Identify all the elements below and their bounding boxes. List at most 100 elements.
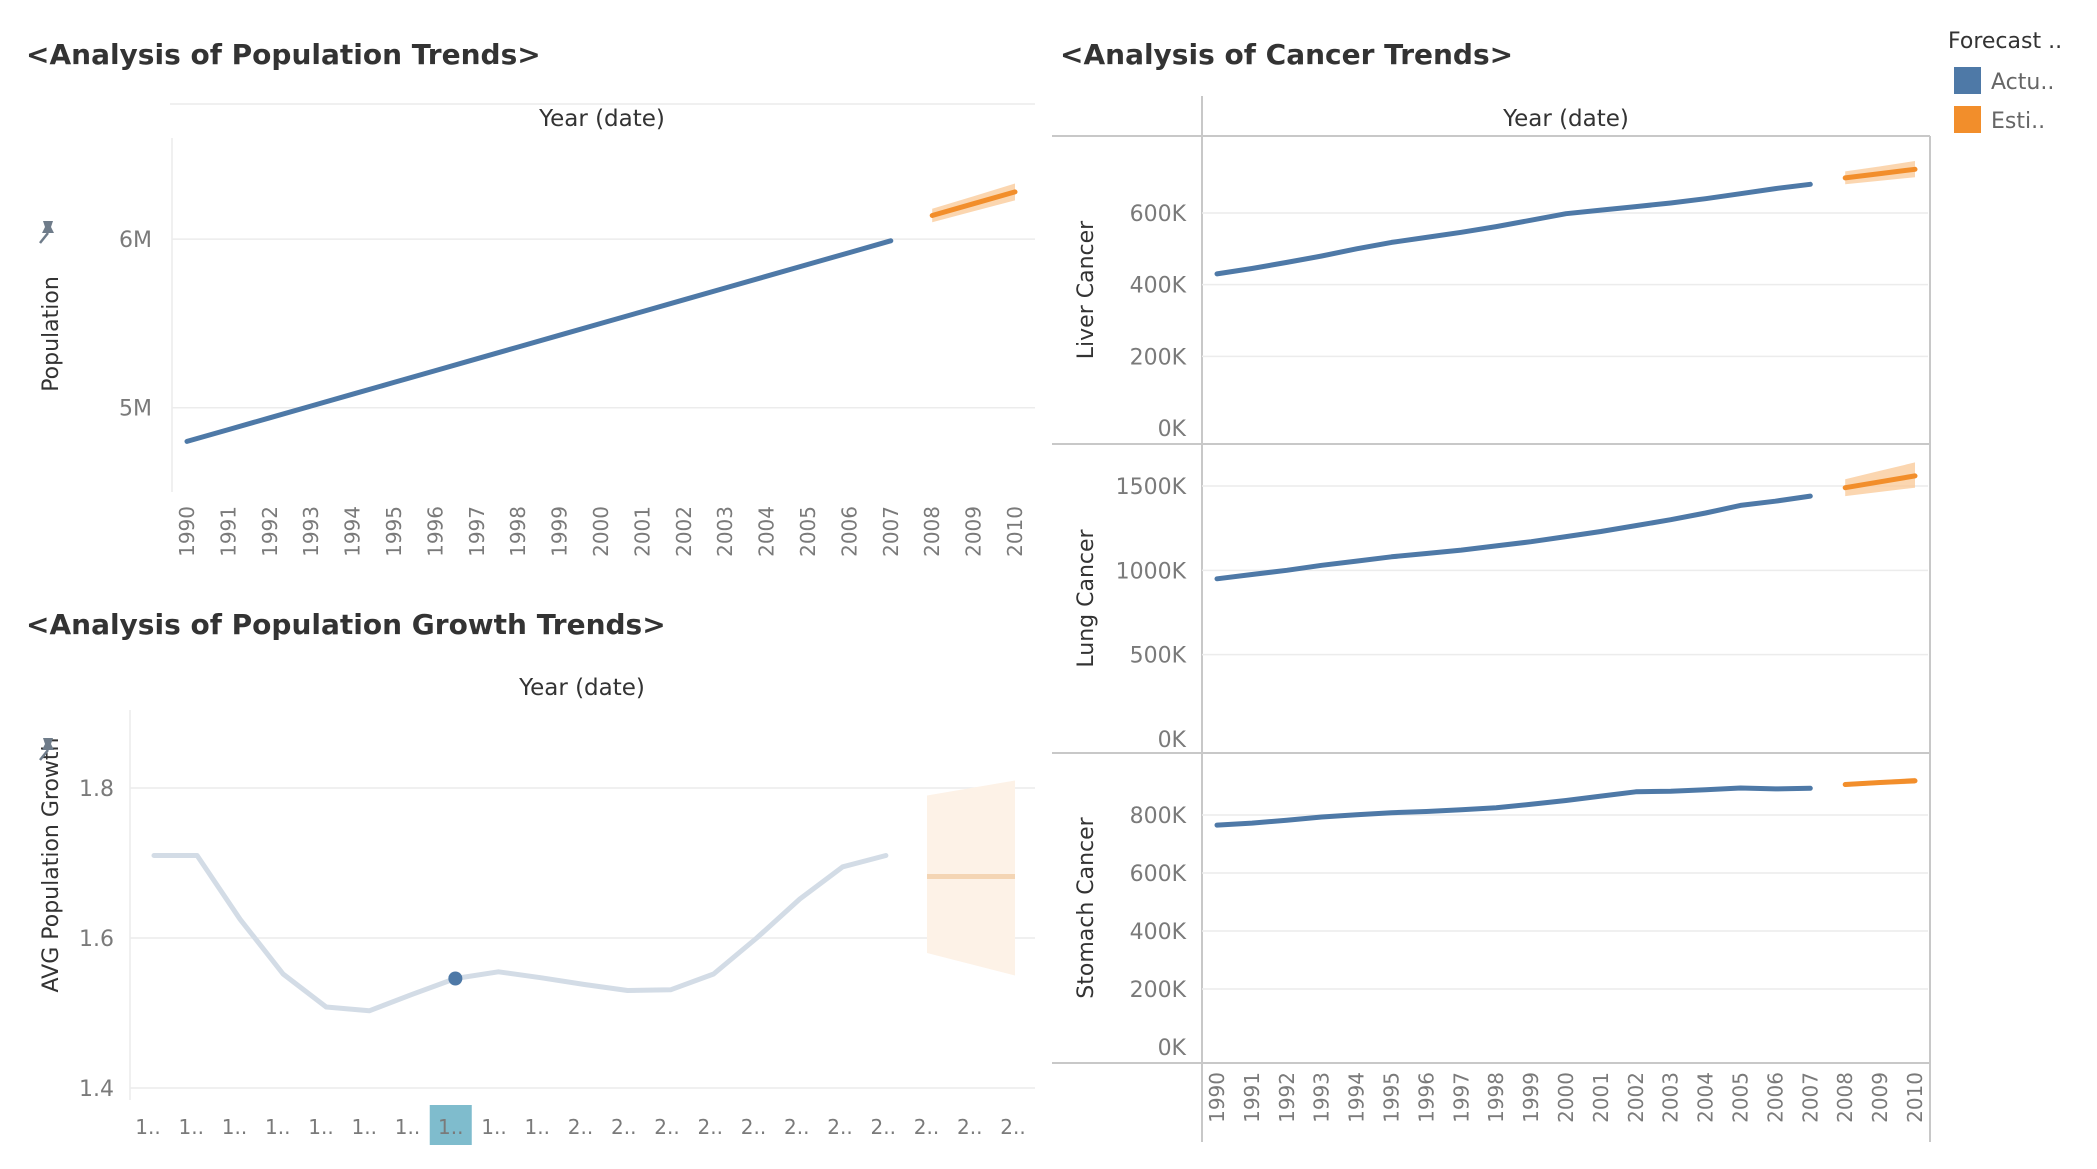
population-trends-title: <Analysis of Population Trends> [26, 38, 541, 71]
growth-x-tick[interactable]: 1.. [481, 1115, 506, 1139]
cancer-y-tick: 200K [1130, 978, 1187, 1003]
growth-x-tick[interactable]: 1.. [179, 1115, 204, 1139]
growth-x-tick[interactable]: 1.. [438, 1115, 463, 1139]
growth-selected-point[interactable] [448, 971, 463, 986]
growth-x-tick[interactable]: 2.. [568, 1115, 593, 1139]
cancer-y-tick: 1500K [1116, 475, 1187, 500]
cancer-estimate-line[interactable] [1842, 778, 1918, 787]
cancer-trends-title: <Analysis of Cancer Trends> [1060, 38, 1513, 71]
population-x-tick: 2007 [879, 506, 903, 557]
population-x-tick: 1991 [216, 506, 240, 557]
population-actual-line[interactable] [184, 238, 894, 444]
cancer-x-tick: 2004 [1694, 1072, 1718, 1123]
growth-x-tick[interactable]: 2.. [698, 1115, 723, 1139]
population-x-tick: 2010 [1003, 506, 1027, 557]
population-y-tick: 6M [119, 228, 152, 253]
growth-x-tick[interactable]: 1.. [265, 1115, 290, 1139]
cancer-y-tick: 400K [1130, 274, 1187, 299]
population-x-tick: 2009 [962, 506, 986, 557]
population-x-tick: 1999 [548, 506, 572, 557]
growth-y-tick: 1.6 [79, 927, 114, 952]
population-growth-chart: <Analysis of Population Growth Trends> Y… [26, 608, 1035, 1145]
cancer-year-header: Year (date) [1502, 106, 1629, 132]
population-estimate-line[interactable] [929, 189, 1018, 218]
population-x-tick: 1992 [258, 506, 282, 557]
growth-x-tick[interactable]: 1.. [308, 1115, 333, 1139]
growth-x-tick[interactable]: 2.. [914, 1115, 939, 1139]
cancer-x-tick: 1990 [1205, 1072, 1229, 1123]
cancer-x-tick: 1996 [1414, 1072, 1438, 1123]
cancer-x-tick: 2002 [1624, 1072, 1648, 1123]
growth-x-tick[interactable]: 2.. [1000, 1115, 1025, 1139]
growth-x-tick[interactable]: 2.. [784, 1115, 809, 1139]
cancer-panel: Liver Cancer 0K 200K 400K 600K [1074, 161, 1928, 442]
growth-x-tick[interactable]: 2.. [827, 1115, 852, 1139]
population-x-tick: 1990 [175, 506, 199, 557]
cancer-actual-line[interactable] [1214, 181, 1813, 277]
cancer-panel: Lung Cancer 0K 500K 1000K 1500K [1074, 462, 1928, 753]
cancer-y-tick: 800K [1130, 804, 1187, 829]
growth-x-tick[interactable]: 2.. [654, 1115, 679, 1139]
legend-swatch-actual[interactable] [1954, 67, 1981, 94]
population-x-tick: 2000 [589, 506, 613, 557]
cancer-x-tick: 1993 [1310, 1072, 1334, 1123]
pin-icon[interactable] [39, 221, 54, 244]
growth-x-tick[interactable]: 1.. [135, 1115, 160, 1139]
population-growth-title: <Analysis of Population Growth Trends> [26, 608, 666, 641]
cancer-y-tick: 500K [1130, 644, 1187, 669]
growth-x-tick-highlight[interactable] [429, 1105, 472, 1145]
growth-x-tick[interactable]: 2.. [611, 1115, 636, 1139]
population-y-tick: 5M [119, 397, 152, 422]
cancer-y-tick: 200K [1130, 345, 1187, 370]
growth-y-tick: 1.8 [79, 777, 114, 802]
population-trends-chart: <Analysis of Population Trends> Year (da… [26, 38, 1035, 557]
cancer-panel: Stomach Cancer 0K 200K 400K 600K 800K [1074, 777, 1928, 1061]
growth-year-header: Year (date) [518, 675, 645, 701]
cancer-y-tick: 0K [1158, 417, 1187, 442]
forecast-legend[interactable]: Forecast .. Actu.. Esti.. [1948, 29, 2062, 134]
cancer-y-tick: 600K [1130, 862, 1187, 887]
population-x-tick: 2003 [713, 506, 737, 557]
cancer-actual-line[interactable] [1214, 785, 1813, 828]
growth-x-tick[interactable]: 1.. [395, 1115, 420, 1139]
legend-swatch-estimate[interactable] [1954, 106, 1981, 133]
population-x-tick: 2005 [796, 506, 820, 557]
cancer-x-tick: 2008 [1833, 1072, 1857, 1123]
cancer-y-tick: 0K [1158, 1036, 1187, 1061]
population-x-tick: 1998 [506, 506, 530, 557]
population-axis-label: Population [39, 276, 64, 392]
population-x-tick: 1994 [341, 506, 365, 557]
pin-icon[interactable] [39, 738, 54, 761]
population-x-tick: 1997 [465, 506, 489, 557]
growth-actual-line[interactable] [151, 853, 889, 1014]
cancer-estimate-band [1845, 462, 1915, 497]
cancer-x-tick: 1995 [1380, 1072, 1404, 1123]
cancer-estimate-line[interactable] [1842, 166, 1918, 181]
growth-x-tick[interactable]: 1.. [525, 1115, 550, 1139]
cancer-x-tick: 1991 [1240, 1072, 1264, 1123]
growth-y-tick: 1.4 [79, 1077, 114, 1102]
cancer-panel-axis-label: Liver Cancer [1074, 220, 1099, 359]
legend-label-actual[interactable]: Actu.. [1991, 70, 2054, 95]
cancer-y-tick: 600K [1130, 202, 1187, 227]
population-year-header: Year (date) [538, 106, 665, 132]
cancer-actual-line[interactable] [1214, 493, 1813, 582]
cancer-estimate-line[interactable] [1842, 473, 1918, 491]
legend-label-estimate[interactable]: Esti.. [1991, 109, 2045, 134]
cancer-y-tick: 0K [1158, 728, 1187, 753]
cancer-x-tick: 1999 [1519, 1072, 1543, 1123]
cancer-x-tick: 2006 [1763, 1072, 1787, 1123]
growth-x-tick[interactable]: 2.. [957, 1115, 982, 1139]
cancer-x-tick: 2009 [1868, 1072, 1892, 1123]
growth-axis-label: AVG Population Growth [39, 738, 64, 993]
growth-x-tick[interactable]: 1.. [222, 1115, 247, 1139]
cancer-x-tick: 1998 [1484, 1072, 1508, 1123]
growth-x-tick[interactable]: 2.. [871, 1115, 896, 1139]
cancer-x-tick: 2000 [1554, 1072, 1578, 1123]
cancer-panel-axis-label: Lung Cancer [1074, 528, 1099, 667]
growth-x-tick[interactable]: 1.. [352, 1115, 377, 1139]
cancer-y-tick: 1000K [1116, 559, 1187, 584]
cancer-x-tick: 2001 [1589, 1072, 1613, 1123]
population-x-tick: 1993 [299, 506, 323, 557]
growth-x-tick[interactable]: 2.. [741, 1115, 766, 1139]
